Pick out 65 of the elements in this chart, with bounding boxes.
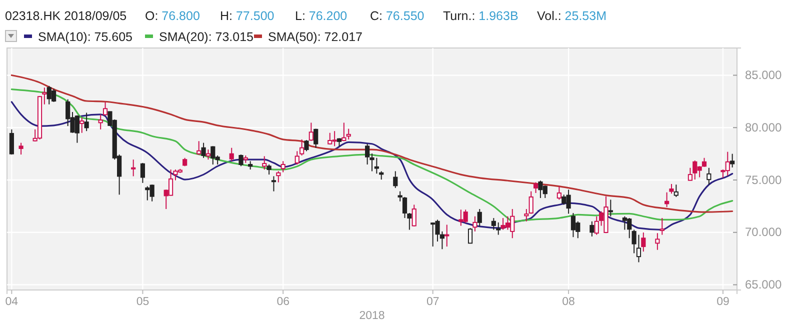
candlestick: [238, 154, 244, 167]
text: C: 76.550: [370, 9, 424, 23]
candlestick: [524, 208, 529, 222]
candlestick: [674, 184, 678, 198]
candlestick: [528, 190, 534, 214]
candlestick: [570, 212, 576, 238]
legend-label: SMA(20): 73.015: [159, 30, 254, 44]
y-tick-label: 80.000: [745, 120, 782, 134]
candlestick: [664, 192, 670, 208]
y-tick-label: 85.000: [745, 68, 782, 82]
y-tick-label: 65.000: [745, 278, 782, 292]
x-tick-label: 06: [276, 296, 290, 308]
candlestick: [304, 140, 309, 152]
candlestick: [262, 156, 267, 170]
legend-label: SMA(10): 75.605: [38, 30, 133, 44]
candlestick: [196, 140, 202, 156]
candlestick: [294, 150, 300, 165]
candlestick: [102, 101, 108, 116]
legend-label: SMA(50): 72.017: [268, 30, 363, 44]
text: O: 76.800: [145, 9, 200, 23]
candlestick: [491, 218, 496, 230]
candlestick: [669, 183, 674, 194]
x-tick-label: 05: [136, 296, 150, 308]
candlestick: [608, 199, 613, 217]
candlestick: [9, 128, 14, 156]
candlestick: [206, 149, 211, 160]
candlestick: [702, 157, 707, 168]
x-tick-label: 08: [562, 296, 575, 308]
candlestick: [201, 142, 206, 158]
candlestick: [271, 176, 276, 192]
chart-title: 02318.HK 2018/09/05: [5, 9, 127, 23]
candlestick: [641, 232, 646, 252]
y-tick-label: 70.000: [745, 225, 782, 240]
candlestick: [412, 204, 416, 227]
candlestick: [533, 182, 538, 194]
line-series: [10, 74, 734, 213]
line-series: [10, 101, 734, 231]
candlestick: [730, 153, 735, 168]
candlestick: [84, 112, 89, 132]
text: H: 77.500: [220, 9, 274, 23]
candlestick: [398, 190, 402, 202]
candlestick: [496, 222, 501, 236]
x-axis-title: 2018: [359, 310, 385, 322]
candlestick: [42, 87, 47, 105]
candlestick: [18, 142, 24, 156]
text: Vol.: 25.53M: [537, 9, 606, 23]
candlestick: [266, 164, 272, 176]
candlestick: [477, 208, 482, 227]
candlestick: [51, 88, 56, 102]
candlestick: [636, 234, 642, 263]
candlestick: [300, 138, 304, 156]
candlestick: [140, 162, 146, 184]
x-tick-label: 09: [716, 296, 730, 308]
candlestick: [229, 147, 234, 162]
x-tick-label: 07: [426, 296, 440, 308]
candlestick: [556, 186, 562, 200]
candlestick: [590, 220, 594, 237]
candlestick: [402, 196, 408, 219]
candlestick: [393, 170, 398, 188]
text: Turn.: 1.963B: [443, 9, 518, 23]
candlestick: [131, 159, 136, 177]
candlestick: [314, 128, 318, 148]
text: L: 76.200: [295, 9, 348, 23]
y-tick-label: 75.000: [745, 172, 782, 187]
x-tick-label: 04: [5, 296, 19, 308]
